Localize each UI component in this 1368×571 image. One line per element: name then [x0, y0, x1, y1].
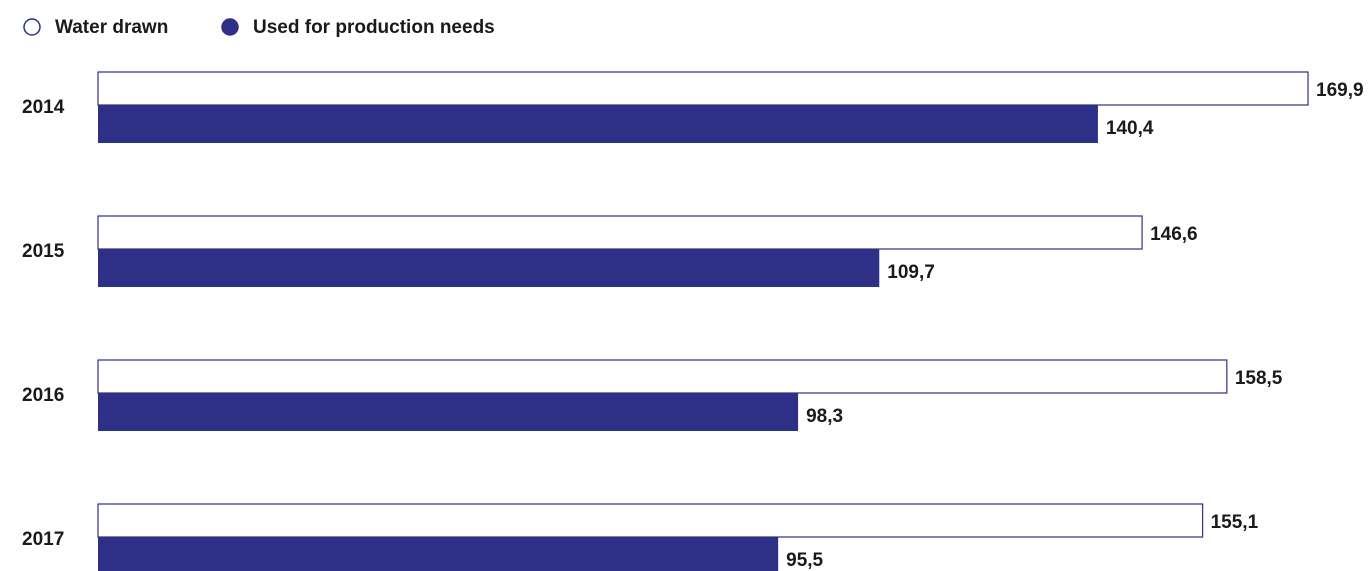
- bar: [98, 537, 779, 571]
- bar: [98, 249, 880, 287]
- value-label: 109,7: [887, 262, 935, 283]
- value-label: 146,6: [1150, 224, 1198, 245]
- bar: [98, 393, 799, 431]
- legend-marker: [23, 18, 41, 36]
- value-label: 95,5: [786, 550, 823, 571]
- category-label: 2016: [22, 385, 64, 406]
- legend-marker: [221, 18, 239, 36]
- bar: [98, 105, 1098, 143]
- category-label: 2015: [22, 241, 65, 262]
- bar: [97, 71, 1309, 106]
- legend-label: Used for production needs: [253, 17, 495, 38]
- bar: [97, 503, 1204, 538]
- category-label: 2017: [22, 529, 64, 550]
- category-label: 2014: [22, 97, 65, 118]
- bar: [97, 215, 1143, 250]
- bar: [97, 359, 1228, 394]
- value-label: 140,4: [1106, 118, 1154, 139]
- value-label: 98,3: [806, 406, 843, 427]
- legend-label: Water drawn: [55, 17, 168, 38]
- value-label: 169,9: [1316, 80, 1364, 101]
- value-label: 155,1: [1211, 512, 1259, 533]
- value-label: 158,5: [1235, 368, 1283, 389]
